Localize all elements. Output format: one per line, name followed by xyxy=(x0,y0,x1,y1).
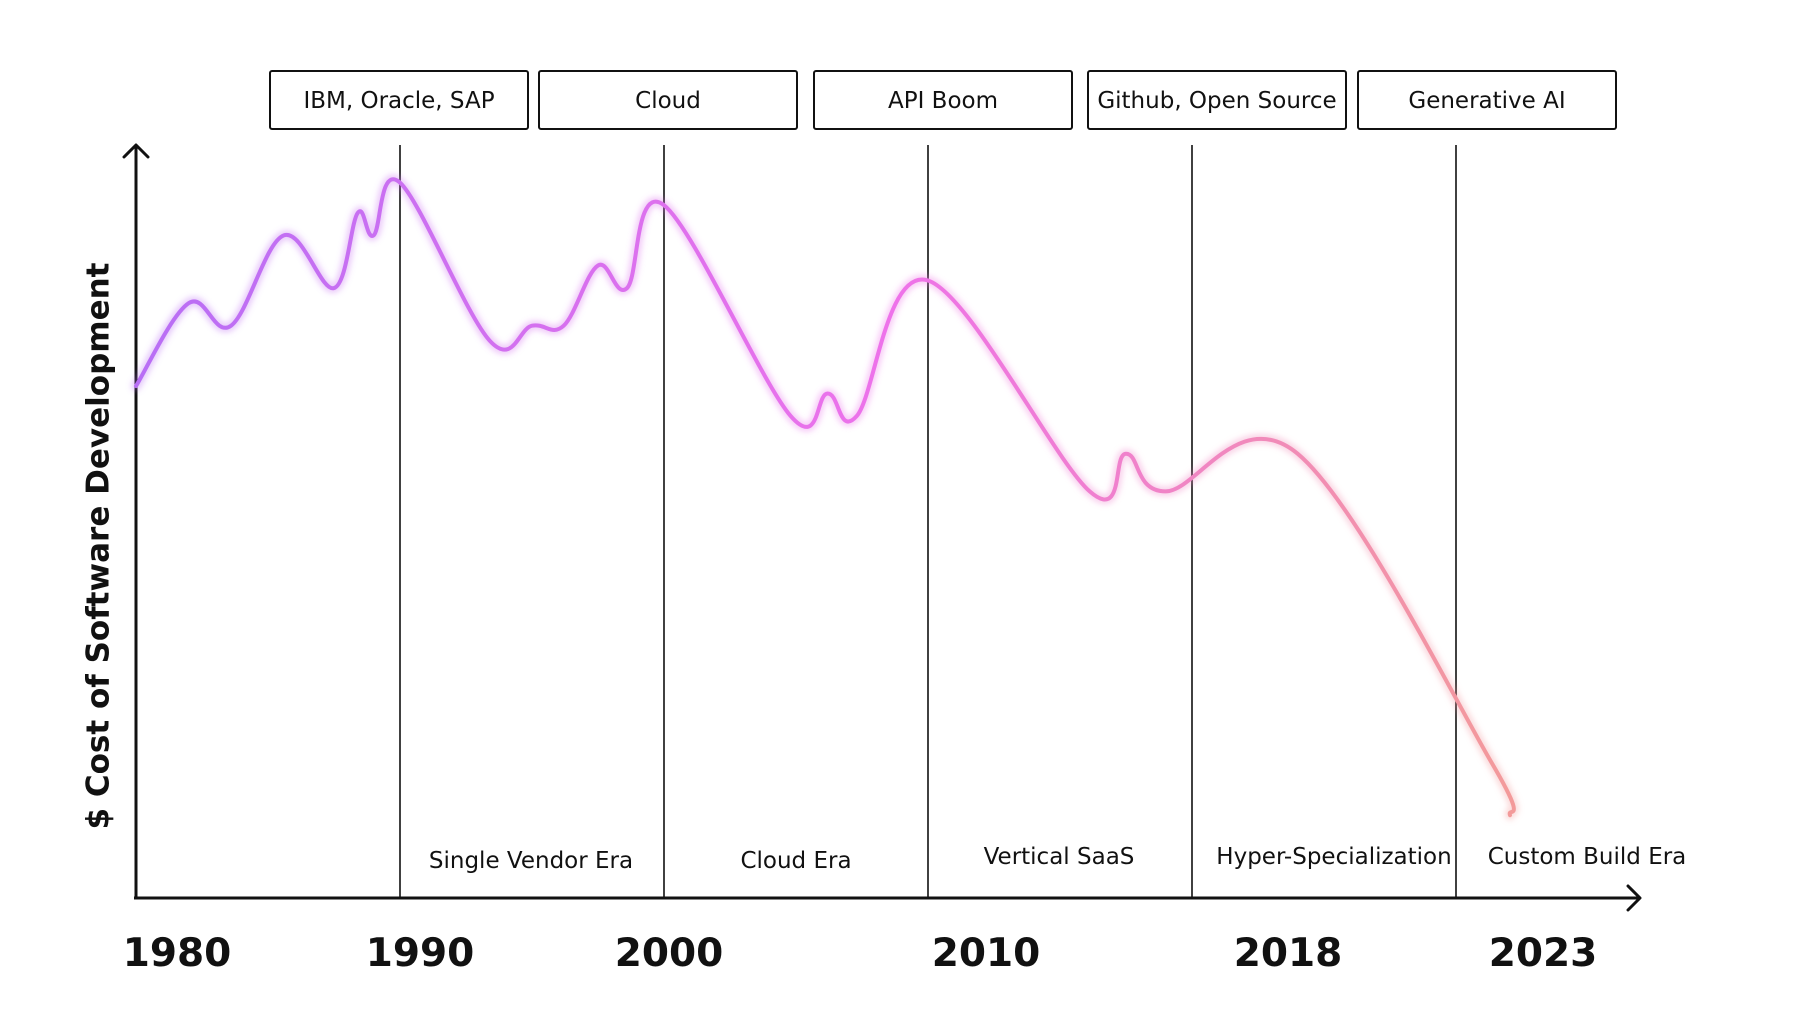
x-tick-label-2018: 2018 xyxy=(1234,931,1343,976)
era-label-4: Custom Build Era xyxy=(1488,844,1687,870)
era-label-3: Hyper-Specialization xyxy=(1216,844,1451,870)
x-tick-label-2000: 2000 xyxy=(615,931,724,976)
series-line xyxy=(134,177,1516,818)
y-axis-title: $ Cost of Software Development xyxy=(81,262,117,829)
era-box-frame xyxy=(538,70,798,130)
x-tick-label-1990: 1990 xyxy=(366,931,475,976)
era-box-3: Github, Open Source xyxy=(1087,70,1347,130)
x-tick-label-1980: 1980 xyxy=(123,931,232,976)
series-line-group xyxy=(131,174,1519,821)
era-box-1: Cloud xyxy=(538,70,798,130)
era-label-2: Vertical SaaS xyxy=(984,844,1135,870)
era-box-frame xyxy=(1357,70,1617,130)
era-box-label: Cloud xyxy=(635,88,701,114)
era-box-4: Generative AI xyxy=(1357,70,1617,130)
era-box-label: IBM, Oracle, SAP xyxy=(303,88,494,114)
era-box-label: API Boom xyxy=(888,88,998,114)
era-boundary-lines xyxy=(399,145,1457,898)
era-box-frame xyxy=(813,70,1073,130)
era-labels: Single Vendor Era Cloud Era Vertical SaaS H… xyxy=(429,844,1686,874)
era-box-label: Github, Open Source xyxy=(1097,88,1336,114)
x-tick-labels: 1980 1990 2000 2010 2018 2023 xyxy=(123,931,1598,976)
era-box-2: API Boom xyxy=(813,70,1073,130)
era-box-frame xyxy=(269,70,529,130)
era-box-frame xyxy=(1087,70,1347,130)
x-axis-arrow xyxy=(1626,884,1642,912)
x-tick-label-2023: 2023 xyxy=(1489,931,1598,976)
y-axis-arrow xyxy=(122,143,150,159)
era-label-0: Single Vendor Era xyxy=(429,848,633,874)
era-boxes: IBM, Oracle, SAP Cloud API Boom Github, Ope… xyxy=(269,70,1617,130)
era-label-1: Cloud Era xyxy=(740,848,851,874)
era-box-label: Generative AI xyxy=(1408,88,1565,114)
era-box-0: IBM, Oracle, SAP xyxy=(269,70,529,130)
x-tick-label-2010: 2010 xyxy=(932,931,1041,976)
